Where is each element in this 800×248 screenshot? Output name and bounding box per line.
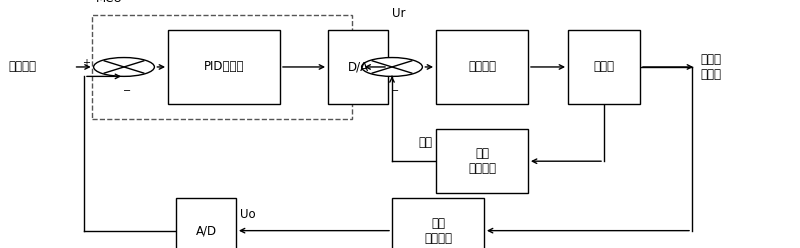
Text: 激光器: 激光器 [594,61,614,73]
Bar [436,129,528,193]
Text: A/D: A/D [195,224,217,237]
Text: 电压
采样电路: 电压 采样电路 [424,217,452,245]
Text: 激光器
端电压: 激光器 端电压 [700,53,721,81]
Text: −: − [123,86,131,96]
Circle shape [94,58,154,76]
Text: MCU: MCU [96,0,123,5]
Circle shape [362,58,422,76]
Bar [436,30,528,104]
Bar [328,30,388,104]
Text: 电流
采样电路: 电流 采样电路 [468,147,496,175]
Text: Ur: Ur [392,7,406,20]
Bar [168,30,280,104]
Text: D/A: D/A [347,61,369,73]
Text: Uo: Uo [240,208,256,221]
Bar [568,30,640,104]
Bar [176,198,236,248]
Text: 反馈: 反馈 [418,136,432,149]
Text: −: − [391,86,399,96]
Text: 恒流控制: 恒流控制 [468,61,496,73]
Bar [92,15,352,119]
Text: PID调节器: PID调节器 [204,61,244,73]
Bar [392,198,484,248]
Text: 功率设定: 功率设定 [8,61,36,73]
Text: +: + [82,58,90,68]
